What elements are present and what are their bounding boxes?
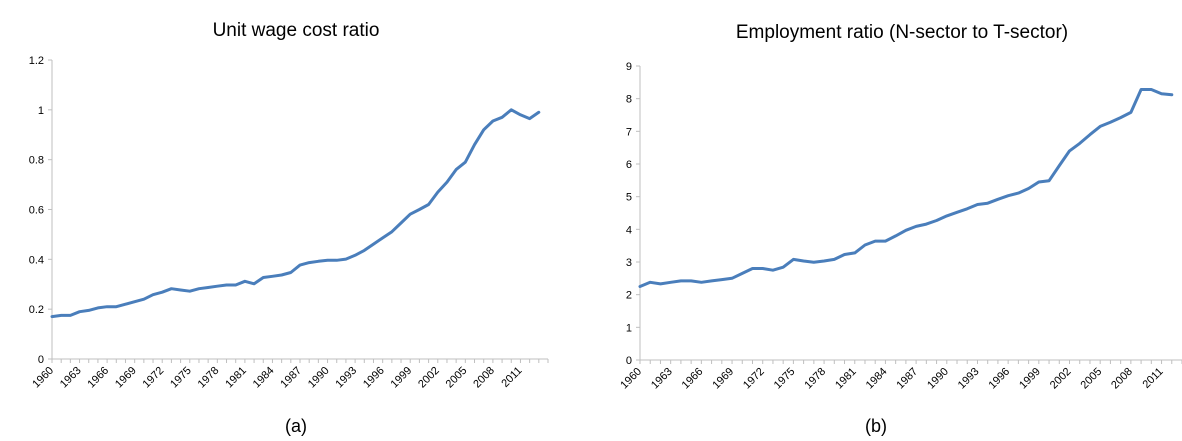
y-tick-label: 1 bbox=[38, 105, 44, 117]
x-tick-label: 1966 bbox=[680, 366, 706, 392]
y-tick-label: 0 bbox=[626, 355, 632, 367]
series-line bbox=[638, 88, 1174, 288]
y-tick-label: 1.2 bbox=[29, 55, 44, 67]
x-tick-label: 1978 bbox=[196, 365, 222, 391]
y-tick-label: 7 bbox=[626, 126, 632, 138]
y-tick-label: 3 bbox=[626, 257, 632, 269]
x-tick-label: 1969 bbox=[710, 366, 736, 392]
x-tick-label: 1975 bbox=[168, 365, 194, 391]
x-tick-label: 1981 bbox=[223, 365, 249, 391]
x-tick-label: 2005 bbox=[444, 365, 470, 391]
chart-a-y-axis: 0 0.2 0.4 0.6 0.8 1 1.2 bbox=[29, 55, 53, 366]
chart-b-title: Employment ratio (N-sector to T-sector) bbox=[736, 22, 1068, 43]
y-tick-label: 8 bbox=[626, 94, 632, 106]
x-tick-label: 1972 bbox=[141, 365, 167, 391]
x-tick-label: 2002 bbox=[416, 365, 442, 391]
y-tick-label: 2 bbox=[626, 290, 632, 302]
y-tick-label: 0.6 bbox=[29, 205, 44, 217]
y-tick-label: 9 bbox=[626, 61, 632, 73]
series-line bbox=[50, 108, 541, 319]
x-tick-label: 1960 bbox=[618, 366, 644, 392]
x-tick-label: 1960 bbox=[30, 365, 56, 391]
chart-b-x-axis: 1960 1963 1966 1969 1972 1975 1978 1981 1984 1987… bbox=[618, 359, 1182, 392]
chart-a-title: Unit wage cost ratio bbox=[213, 20, 380, 41]
x-tick-label: 1999 bbox=[1017, 366, 1043, 392]
x-tick-label: 1993 bbox=[956, 366, 982, 392]
chart-b: Employment ratio (N-sector to T-sector) … bbox=[618, 22, 1182, 436]
x-tick-label: 1978 bbox=[802, 366, 828, 392]
x-tick-label: 1963 bbox=[58, 365, 84, 391]
x-tick-label: 1984 bbox=[864, 366, 890, 392]
x-tick-label: 1990 bbox=[925, 366, 951, 392]
y-tick-label: 0.4 bbox=[29, 254, 44, 266]
y-tick-label: 5 bbox=[626, 192, 632, 204]
y-tick-label: 1 bbox=[626, 322, 632, 334]
y-tick-label: 4 bbox=[626, 224, 632, 236]
chart-a-series bbox=[50, 108, 541, 319]
x-tick-label: 1987 bbox=[278, 365, 304, 391]
x-tick-label: 1999 bbox=[389, 365, 415, 391]
x-tick-label: 1975 bbox=[772, 366, 798, 392]
x-tick-label: 1996 bbox=[361, 365, 387, 391]
chart-b-y-axis: 0 1 2 3 4 5 6 7 8 9 bbox=[626, 61, 641, 367]
x-tick-label: 2008 bbox=[471, 365, 497, 391]
chart-a: Unit wage cost ratio 0 0.2 0.4 0.6 0.8 1 1.2 1… bbox=[29, 20, 549, 436]
y-tick-label: 0.8 bbox=[29, 155, 44, 167]
y-tick-label: 0 bbox=[38, 354, 44, 366]
chart-a-caption: (a) bbox=[285, 416, 307, 436]
y-tick-label: 6 bbox=[626, 159, 632, 171]
x-tick-label: 2011 bbox=[1140, 366, 1165, 391]
x-tick-label: 1972 bbox=[741, 366, 767, 392]
chart-a-x-axis: 1960 1963 1966 1969 1972 1975 1978 1981 1984 1987… bbox=[30, 358, 549, 391]
x-tick-label: 1963 bbox=[649, 366, 675, 392]
x-tick-label: 2005 bbox=[1079, 366, 1105, 392]
x-tick-label: 1987 bbox=[894, 366, 920, 392]
x-tick-label: 1981 bbox=[833, 366, 859, 392]
x-tick-label: 1993 bbox=[333, 365, 359, 391]
x-tick-label: 2011 bbox=[499, 365, 524, 390]
x-tick-label: 1966 bbox=[85, 365, 111, 391]
x-tick-label: 1996 bbox=[986, 366, 1012, 392]
chart-b-series bbox=[638, 88, 1174, 288]
x-tick-label: 1969 bbox=[113, 365, 139, 391]
chart-b-caption: (b) bbox=[865, 416, 887, 436]
x-tick-label: 1990 bbox=[306, 365, 332, 391]
y-tick-label: 0.2 bbox=[29, 304, 44, 316]
x-tick-label: 2002 bbox=[1048, 366, 1074, 392]
x-tick-label: 1984 bbox=[251, 365, 277, 391]
x-tick-label: 2008 bbox=[1109, 366, 1135, 392]
